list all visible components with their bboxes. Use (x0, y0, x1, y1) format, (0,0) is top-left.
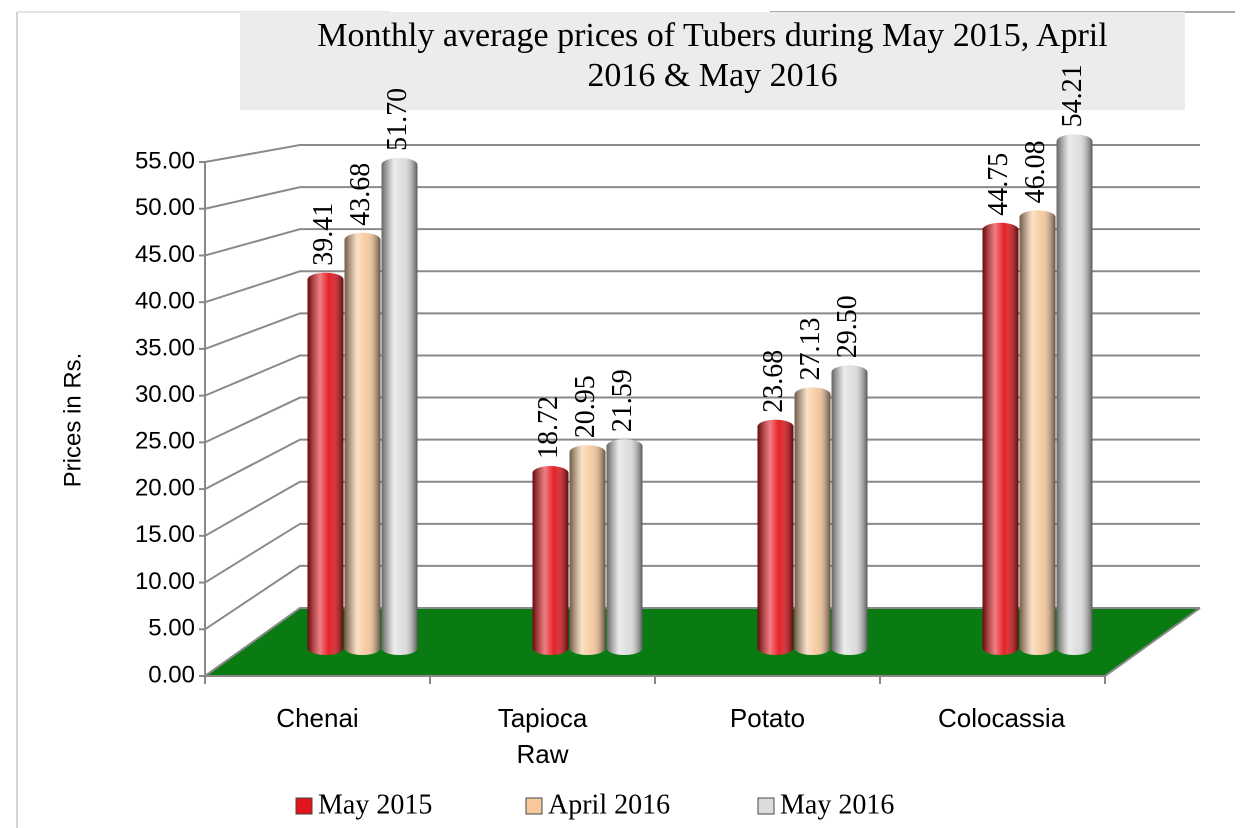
bar-shading (982, 222, 1019, 656)
bar-shading (344, 232, 381, 656)
bar-shading (606, 439, 643, 656)
data-label: 51.70 (382, 88, 413, 151)
legend-label: May 2016 (780, 789, 894, 820)
x-tick-label: Potato (729, 703, 806, 733)
bar-shading (831, 365, 868, 656)
title-background (240, 12, 1185, 110)
grid-line (204, 144, 1200, 163)
y-tick-label: 25.00 (135, 428, 195, 455)
y-tick-label: 30.00 (135, 381, 195, 408)
y-tick-label: 0.00 (148, 661, 195, 688)
y-tick-label: 40.00 (135, 288, 195, 315)
y-tick-label: 5.00 (148, 615, 195, 642)
data-label: 21.59 (607, 369, 638, 432)
data-label: 46.08 (1020, 140, 1051, 203)
y-axis-label: Prices in Rs. (59, 353, 86, 488)
legend-swatch (525, 797, 543, 815)
legend-swatch (757, 797, 775, 815)
x-label-box: Colocassia (938, 703, 1066, 733)
legend-label: April 2016 (548, 789, 670, 820)
x-label-box: Chenai (276, 703, 359, 733)
x-tick-label: Colocassia (938, 703, 1066, 733)
bar-shading (532, 466, 569, 656)
data-label: 23.68 (758, 350, 789, 413)
bar-shading (1056, 134, 1093, 656)
grid-line (204, 438, 1200, 490)
y-tick-label: 55.00 (135, 147, 195, 174)
y-tick-label: 10.00 (135, 568, 195, 595)
grid-line (204, 186, 1200, 210)
chart-title: Monthly average prices of Tubers during … (317, 17, 1108, 94)
data-label: 54.21 (1057, 64, 1088, 127)
data-label: 29.50 (832, 295, 863, 358)
data-label: 27.13 (795, 317, 826, 380)
data-label: 20.95 (570, 375, 601, 438)
x-tick-label: Tapioca Raw (497, 703, 588, 769)
grid-line (204, 312, 1200, 350)
legend-label: May 2015 (318, 789, 432, 820)
x-axis-back (1104, 607, 1201, 677)
y-tick-label: 50.00 (135, 194, 195, 221)
floor (205, 608, 1200, 676)
grid-line (204, 354, 1200, 397)
y-tick-label: 45.00 (135, 241, 195, 268)
grid-line (204, 522, 1200, 584)
data-label: 43.68 (345, 163, 376, 226)
grid-line (204, 607, 1200, 677)
bar-shading (794, 387, 831, 656)
bar-shading (381, 157, 418, 656)
x-tick-label: Chenai (276, 703, 359, 733)
x-label-box: Tapioca Raw (497, 703, 588, 769)
grid-line (204, 564, 1200, 631)
data-label: 18.72 (533, 396, 564, 459)
x-label-box: Potato (729, 703, 806, 733)
grid-line (204, 228, 1200, 257)
data-label: 39.41 (308, 203, 339, 266)
data-label: 44.75 (983, 153, 1014, 216)
grid-line (204, 480, 1200, 537)
bar-shading (307, 272, 344, 656)
y-tick-label: 35.00 (135, 334, 195, 361)
bar-shading (1019, 210, 1056, 656)
y-tick-label: 20.00 (135, 474, 195, 501)
title-box: Monthly average prices of Tubers during … (317, 17, 1108, 94)
bar-shading (757, 419, 794, 656)
bar-shading (569, 445, 606, 656)
y-tick-label: 15.00 (135, 521, 195, 548)
legend-swatch (295, 797, 313, 815)
grid-line (204, 396, 1200, 444)
grid-line (204, 270, 1200, 304)
